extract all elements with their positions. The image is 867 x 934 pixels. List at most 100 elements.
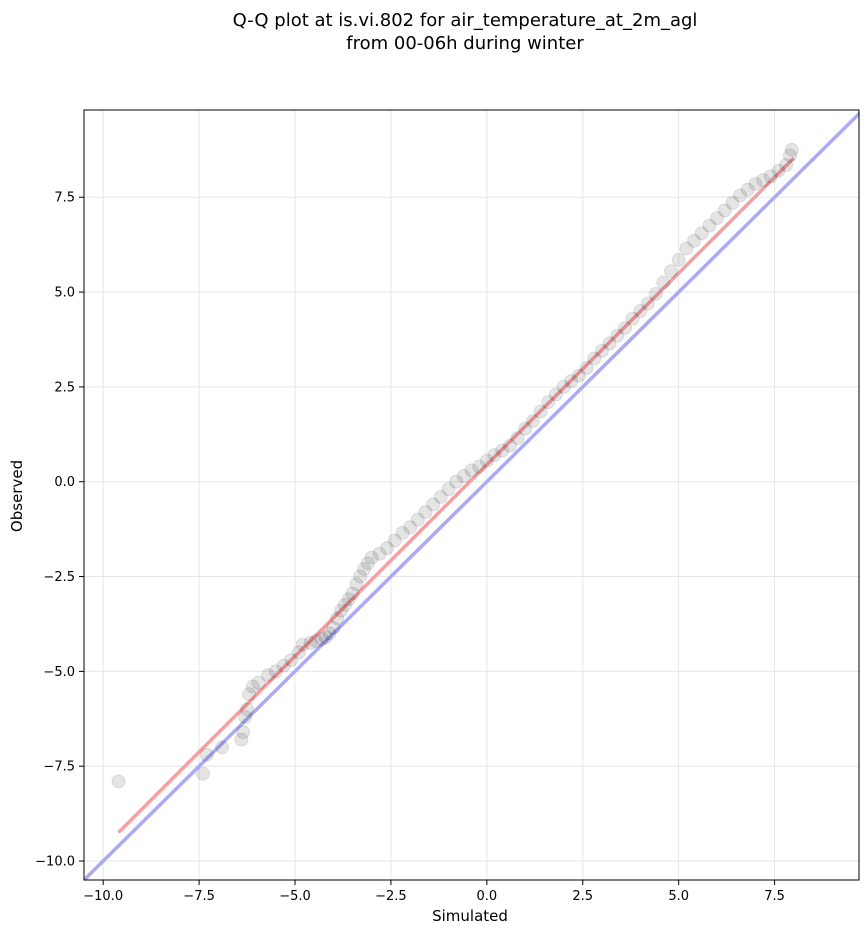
data-point	[291, 645, 306, 660]
x-tick-label: 5.0	[668, 889, 689, 904]
data-point	[782, 148, 797, 163]
data-point	[525, 414, 540, 429]
data-point	[318, 630, 333, 645]
data-point	[640, 296, 655, 311]
data-point	[771, 163, 786, 178]
data-point	[733, 188, 748, 203]
data-point	[456, 469, 471, 484]
data-point	[694, 226, 709, 241]
data-point	[395, 525, 410, 540]
data-point	[364, 550, 379, 565]
data-point	[284, 653, 299, 667]
data-point	[195, 766, 210, 781]
data-point	[779, 158, 794, 172]
data-point	[702, 218, 717, 233]
data-point	[268, 664, 283, 679]
data-point	[418, 505, 433, 520]
y-tick-label: −5.0	[43, 665, 75, 680]
data-point	[295, 637, 310, 652]
data-point	[784, 142, 799, 157]
x-tick-label: 2.5	[572, 889, 593, 904]
data-point	[748, 176, 763, 191]
data-point	[502, 438, 517, 453]
chart-subtitle: from 00-06h during winter	[346, 33, 584, 54]
data-point	[571, 368, 586, 383]
data-point	[602, 336, 617, 351]
data-point	[671, 252, 686, 267]
data-point	[276, 658, 291, 673]
data-point	[464, 463, 479, 478]
data-point	[337, 598, 352, 612]
y-axis-label: Observed	[8, 460, 26, 532]
data-point	[215, 740, 230, 755]
data-point	[541, 395, 556, 410]
data-point	[234, 732, 249, 747]
data-point	[740, 182, 755, 197]
data-point	[610, 328, 625, 343]
data-point	[322, 626, 337, 641]
y-tick-label: 5.0	[54, 286, 75, 301]
y-tick-label: 0.0	[54, 475, 75, 490]
data-point	[314, 632, 329, 647]
plot-frame	[83, 109, 860, 881]
data-point	[111, 774, 126, 789]
point-layer	[111, 142, 799, 789]
x-tick-label: −10.0	[83, 889, 123, 904]
data-point	[241, 687, 256, 702]
data-point	[556, 379, 571, 394]
data-point	[403, 520, 418, 535]
data-point	[238, 709, 253, 724]
data-point	[433, 489, 448, 504]
data-point	[441, 482, 456, 497]
data-point	[633, 304, 648, 319]
data-point	[334, 603, 349, 618]
data-point	[518, 421, 533, 436]
data-point	[261, 668, 276, 683]
chart-title: Q-Q plot at is.vi.802 for air_temperatur…	[233, 10, 698, 31]
data-point	[487, 448, 502, 463]
y-tick-label: −7.5	[43, 760, 75, 775]
data-point	[372, 546, 387, 561]
data-point	[725, 195, 740, 210]
data-point	[594, 343, 609, 358]
data-point	[449, 474, 464, 489]
data-point	[617, 321, 632, 336]
data-point	[357, 561, 372, 576]
data-point	[380, 541, 395, 556]
tick-layer: −10.0 −7.5 −5.0 −2.5 0.0 2.5 5.0 7.5 −10.0 −7.5 −5…	[35, 191, 785, 904]
data-point	[710, 211, 725, 226]
data-point	[360, 556, 375, 571]
data-point	[664, 264, 679, 279]
data-point	[587, 351, 602, 366]
line-layer	[84, 111, 859, 880]
data-point	[341, 592, 356, 607]
fit-line	[117, 156, 796, 834]
data-point	[199, 747, 214, 762]
data-point	[579, 360, 594, 375]
data-point	[245, 679, 260, 694]
data-point	[236, 725, 251, 740]
data-point	[656, 275, 671, 290]
x-tick-label: −7.5	[183, 889, 215, 904]
data-point	[353, 569, 368, 584]
data-point	[717, 203, 732, 218]
data-point	[756, 173, 771, 188]
data-point	[303, 635, 318, 650]
data-point	[426, 497, 441, 512]
data-point	[648, 286, 663, 301]
y-tick-label: 7.5	[54, 191, 75, 206]
data-point	[349, 577, 364, 592]
data-point	[687, 233, 702, 248]
data-point	[548, 387, 563, 402]
data-point	[309, 634, 324, 649]
y-tick-label: −10.0	[35, 855, 75, 870]
data-point	[410, 512, 425, 527]
data-point	[240, 702, 255, 717]
data-point	[387, 533, 402, 548]
data-point	[479, 453, 494, 468]
data-point	[625, 311, 640, 326]
data-point	[326, 620, 341, 635]
x-tick-label: −5.0	[279, 889, 311, 904]
y-tick-label: −2.5	[43, 570, 75, 585]
